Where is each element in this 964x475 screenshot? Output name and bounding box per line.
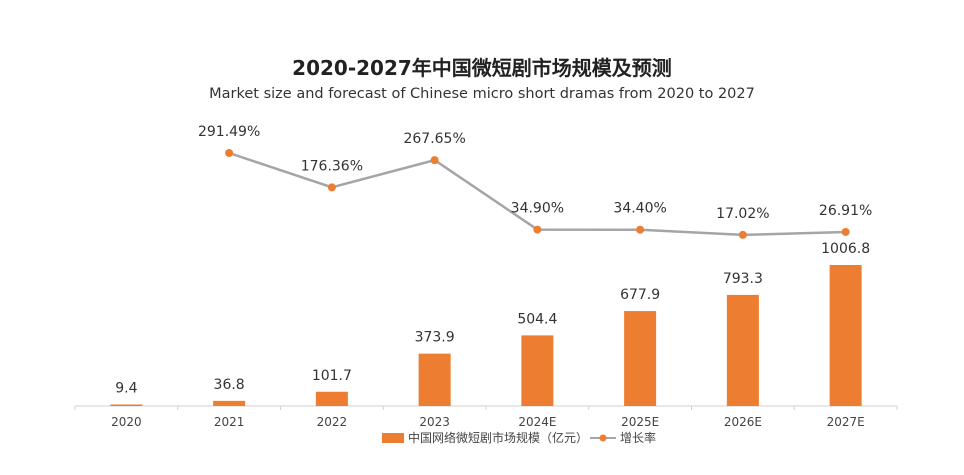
bar-label-2025E: 677.9 <box>620 287 660 303</box>
growth-rate-label-2022: 176.36% <box>301 158 363 174</box>
bar-series <box>110 265 862 406</box>
bar-2021 <box>213 400 246 406</box>
bar-label-2022: 101.7 <box>312 368 352 384</box>
legend-label-market-size: 中国网络微短剧市场规模（亿元） <box>408 430 588 445</box>
growth-rate-labels: 291.49% 176.36% 267.65% 34.90% 34.40% 17.02% 2… <box>198 124 872 222</box>
growth-rate-series <box>225 149 850 239</box>
legend-swatch-bar <box>382 433 404 443</box>
bar-label-2027E: 1006.8 <box>821 241 870 257</box>
bar-2027E <box>829 265 862 406</box>
legend-label-growth-rate: 增长率 <box>620 430 656 445</box>
bar-label-2021: 36.8 <box>214 377 245 393</box>
bar-2022 <box>315 391 348 406</box>
growth-rate-label-2021: 291.49% <box>198 124 260 140</box>
bar-label-2023: 373.9 <box>415 330 455 346</box>
x-tick-2021: 2021 <box>214 415 245 429</box>
growth-rate-label-2025E: 34.40% <box>613 201 666 217</box>
x-tick-2022: 2022 <box>317 415 348 429</box>
bar-label-2026E: 793.3 <box>723 271 763 287</box>
growth-rate-point-2023 <box>430 156 439 165</box>
growth-rate-point-2021 <box>225 149 234 157</box>
bar-2026E <box>726 294 759 406</box>
chart-subtitle: Market size and forecast of Chinese micr… <box>209 86 755 102</box>
growth-rate-point-2025E <box>636 225 645 234</box>
bar-2024E <box>521 335 554 406</box>
chart-title: 2020-2027年中国微短剧市场规模及预测 <box>292 56 672 80</box>
x-tick-labels: 2020 2021 2022 2023 2024E 2025E 2026E 2027E <box>74 406 898 429</box>
x-tick-2025E: 2025E <box>621 415 659 429</box>
x-tick-2027E: 2027E <box>827 415 865 429</box>
x-tick-2020: 2020 <box>111 415 142 429</box>
growth-rate-point-2027E <box>841 227 850 236</box>
x-tick-2024E: 2024E <box>518 415 556 429</box>
bar-2025E <box>624 311 657 406</box>
growth-rate-label-2026E: 17.02% <box>716 206 769 222</box>
legend: 中国网络微短剧市场规模（亿元） 增长率 <box>382 430 656 445</box>
growth-rate-label-2023: 267.65% <box>403 131 465 147</box>
bar-2020 <box>110 404 143 406</box>
bar-label-2020: 9.4 <box>115 381 137 397</box>
growth-rate-point-2022 <box>327 183 336 192</box>
growth-rate-label-2027E: 26.91% <box>819 203 872 219</box>
bar-value-labels: 9.4 36.8 101.7 373.9 504.4 677.9 793.3 1006.8 <box>115 241 870 397</box>
growth-rate-label-2024E: 34.90% <box>511 201 564 217</box>
legend-swatch-marker <box>599 434 607 442</box>
growth-rate-point-2024E <box>533 225 542 234</box>
x-tick-2026E: 2026E <box>724 415 762 429</box>
growth-rate-point-2026E <box>738 230 747 239</box>
bar-2023 <box>418 353 451 406</box>
bar-label-2024E: 504.4 <box>517 311 557 327</box>
x-tick-2023: 2023 <box>419 415 450 429</box>
